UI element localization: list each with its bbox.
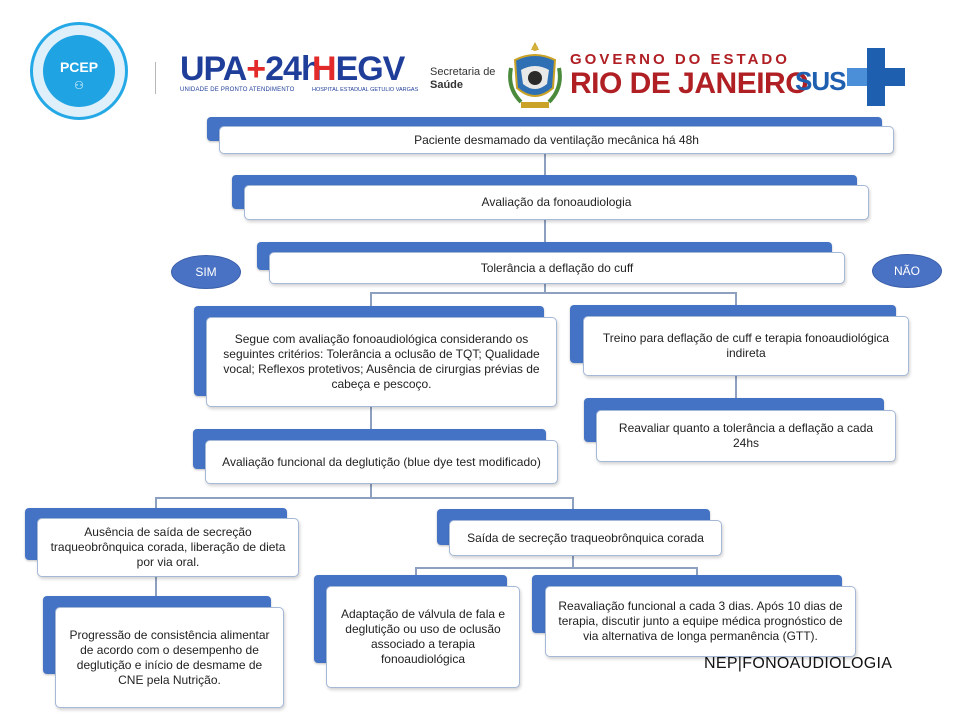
upa24h-logo-wordmark: UPA+24h bbox=[180, 50, 322, 88]
yes-label: SIM bbox=[171, 255, 241, 289]
secretaria-saude-label: Secretaria de Saúde bbox=[430, 66, 496, 91]
upa24h-logo: UPA+24h UNIDADE DE PRONTO ATENDIMENTO bbox=[180, 50, 322, 93]
hegv-logo-subtitle: HOSPITAL ESTADUAL GETULIO VARGAS bbox=[312, 87, 419, 93]
speaking-valve-adaptation: Adaptação de válvula de fala e deglutiçã… bbox=[326, 586, 520, 688]
hegv-logo-wordmark: HEGV bbox=[312, 50, 405, 88]
connector bbox=[544, 152, 546, 176]
no-label: NÃO bbox=[872, 254, 942, 288]
no-branch-reassess-24h: Reavaliar quanto a tolerância a deflação… bbox=[596, 410, 896, 462]
connector bbox=[572, 497, 574, 509]
pcep-logo-text: PCEP bbox=[59, 59, 99, 75]
connector bbox=[155, 497, 157, 509]
step-weaned-ventilation: Paciente desmamado da ventilação mecânic… bbox=[219, 126, 894, 154]
connector bbox=[735, 292, 737, 306]
secretion-present: Saída de secreção traqueobrônquica corad… bbox=[449, 520, 722, 556]
no-secretion-oral-diet: Ausência de saída de secreção traqueobrô… bbox=[37, 518, 299, 577]
connector bbox=[544, 284, 546, 293]
connector bbox=[155, 577, 157, 597]
swallow-function-eval: Avaliação funcional da deglutição (blue … bbox=[205, 440, 558, 484]
coat-of-arms-icon bbox=[508, 42, 562, 108]
governo-rj-line1: GOVERNO DO ESTADO bbox=[570, 51, 790, 68]
reassess-3-days-gtt: Reavaliação funcional a cada 3 dias. Apó… bbox=[545, 586, 856, 657]
pcep-logo-inner: PCEP ⚇ bbox=[43, 35, 115, 107]
people-icon: ⚇ bbox=[74, 80, 84, 92]
sus-cross-icon bbox=[847, 48, 905, 106]
pcep-logo: PCEP ⚇ bbox=[30, 22, 128, 120]
governo-rj-line2: RIO DE JANEIRO bbox=[570, 67, 809, 100]
header-divider bbox=[155, 62, 156, 94]
yes-branch-criteria: Segue com avaliação fonoaudiológica cons… bbox=[206, 317, 557, 407]
department-label: NEP|FONOAUDIOLOGIA bbox=[704, 655, 893, 672]
diet-progression: Progressão de consistência alimentar de … bbox=[55, 607, 284, 708]
connector bbox=[696, 567, 698, 576]
connector bbox=[572, 556, 574, 568]
hegv-logo: HEGV HOSPITAL ESTADUAL GETULIO VARGAS bbox=[312, 52, 418, 93]
connector bbox=[370, 407, 372, 429]
connector bbox=[155, 497, 573, 499]
no-branch-cuff-training: Treino para deflação de cuff e terapia f… bbox=[583, 316, 909, 376]
governo-rj-logo: GOVERNO DO ESTADO RIO DE JANEIRO bbox=[570, 51, 809, 100]
sus-logo-text: SUS bbox=[795, 66, 846, 96]
connector bbox=[415, 567, 417, 576]
connector bbox=[735, 376, 737, 398]
upa24h-logo-subtitle: UNIDADE DE PRONTO ATENDIMENTO bbox=[180, 87, 295, 93]
step-cuff-deflation-tolerance: Tolerância a deflação do cuff bbox=[269, 252, 845, 284]
connector bbox=[370, 292, 372, 306]
step-speech-therapy-eval: Avaliação da fonoaudiologia bbox=[244, 185, 869, 220]
connector bbox=[544, 219, 546, 244]
connector bbox=[415, 567, 697, 569]
connector bbox=[370, 484, 372, 498]
connector bbox=[370, 292, 736, 294]
